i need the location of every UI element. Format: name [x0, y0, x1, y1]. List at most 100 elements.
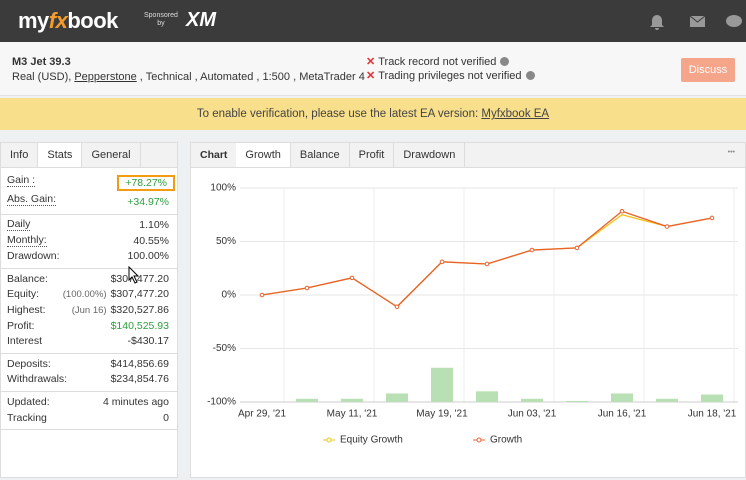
point	[619, 208, 625, 214]
point	[709, 215, 715, 221]
stats-label: Daily	[7, 218, 31, 231]
stats-value: 100.00%	[127, 250, 169, 263]
stats-panel: Info Stats General Gain : +78.27% Abs. Gain: +…	[0, 142, 178, 478]
stats-value: +34.97%	[127, 196, 169, 208]
sponsor-text: Sponsored	[144, 12, 178, 19]
bell-icon[interactable]	[650, 15, 664, 30]
stats-row: Daily 1.10%	[7, 218, 169, 234]
warning-text: Trading privileges not verified	[378, 70, 522, 82]
stats-value: $140,525.93	[110, 319, 169, 332]
tab[interactable]: Drawdown	[394, 143, 466, 167]
x-tick-label: Jun 18, '21	[688, 409, 737, 420]
stats-value: $320,527.86	[110, 303, 169, 316]
bar	[566, 400, 588, 402]
legend-label: Growth	[490, 435, 522, 446]
stats-value: $307,477.20	[110, 272, 169, 285]
stats-note: (Jun 16)	[71, 304, 107, 316]
account-name: M3 Jet 39.3	[12, 56, 71, 68]
stats-value-wrap: 40.55%	[133, 234, 169, 250]
stats-label: Balance:	[7, 272, 48, 285]
account-bar: M3 Jet 39.3 Real (USD), Pepperstone , Te…	[0, 42, 746, 96]
stats-row: Interest -$430.17	[7, 334, 169, 350]
stats-row: Profit: $140,525.93	[7, 319, 169, 335]
tabs: Chart Growth Balance Profit Drawdown •••	[191, 143, 745, 168]
stats-value: +78.27%	[117, 175, 175, 191]
point	[349, 275, 355, 281]
stats-label: Drawdown:	[7, 250, 60, 263]
stats-row: Withdrawals: $234,854.76	[7, 372, 169, 388]
banner: To enable verification, please use the l…	[0, 98, 746, 130]
bar	[341, 398, 363, 402]
y-tick-label: 100%	[210, 183, 236, 194]
stats-label: Tracking	[7, 411, 47, 424]
broker-link[interactable]: Pepperstone	[74, 71, 137, 83]
tab[interactable]: Stats	[38, 143, 83, 167]
stats-value: $234,854.76	[110, 373, 169, 386]
point	[439, 259, 445, 265]
y-tick-label: 0%	[222, 290, 237, 301]
chat-icon[interactable]	[726, 15, 742, 27]
sponsor: Sponsored by	[144, 12, 178, 28]
stats-value-wrap: (Jun 16) $320,527.86	[72, 303, 169, 319]
point	[259, 292, 265, 298]
stats-value-wrap: -$430.17	[128, 334, 169, 350]
stats-label: Highest:	[7, 303, 46, 316]
stats-value-wrap: $414,856.69	[111, 357, 169, 373]
banner-text: To enable verification, please use the l…	[196, 108, 482, 120]
discuss-button[interactable]: Discuss	[681, 58, 735, 82]
stats-row: Gain : +78.27%	[7, 174, 175, 193]
tab[interactable]: Info	[1, 143, 39, 167]
stats-value-wrap: (100.00%) $307,477.20	[63, 287, 169, 303]
tab[interactable]: Growth	[236, 143, 291, 167]
tab[interactable]: Balance	[291, 143, 350, 167]
stats-value: 0	[163, 411, 169, 424]
stats-row: Equity: (100.00%) $307,477.20	[7, 287, 169, 303]
stats-value-wrap: 1.10%	[139, 218, 169, 234]
stats-row: Deposits: $414,856.69	[7, 357, 169, 373]
legend-label: Equity Growth	[340, 435, 403, 446]
stats-label: Equity:	[7, 288, 40, 301]
stats-value-wrap: +78.27%	[117, 174, 175, 193]
bar	[476, 391, 498, 402]
legend-marker	[476, 437, 482, 443]
stats-row: Tracking 0	[7, 411, 169, 427]
y-tick-label: 50%	[216, 236, 236, 247]
stats-note: (100.00%)	[62, 289, 107, 301]
stats-group: Balance: $307,477.20 Equity: (100.00%) $307,…	[1, 269, 177, 354]
banner-link[interactable]: Myfxbook EA	[481, 108, 550, 120]
stats-value-wrap: 4 minutes ago	[103, 395, 169, 411]
y-tick-label: -50%	[213, 343, 236, 354]
stats-group: Gain : +78.27% Abs. Gain: +34.97%	[1, 168, 177, 215]
point	[304, 285, 310, 291]
logo[interactable]: myfxbook	[18, 8, 118, 34]
logo-part: my	[18, 8, 49, 33]
point	[574, 245, 580, 251]
stats-row: Drawdown: 100.00%	[7, 249, 169, 265]
stats-value: 1.10%	[139, 219, 169, 231]
detail: , Technical , Automated , 1:500 , MetaTr…	[136, 71, 365, 83]
x-tick-label: Jun 03, '21	[508, 409, 557, 420]
stats-label: Gain :	[7, 174, 36, 187]
header-icons	[650, 15, 742, 30]
stats-list: Gain : +78.27% Abs. Gain: +34.97% Daily 1.10%…	[1, 168, 177, 431]
stats-label: Withdrawals:	[7, 373, 68, 386]
logo-part: book	[67, 8, 118, 33]
chart: -100% -50% 0% 50% 100% Apr 29, '21 May 11, '21…	[207, 183, 738, 446]
tab[interactable]: General	[82, 143, 141, 167]
more-menu[interactable]: •••	[727, 149, 735, 156]
x-tick-label: Apr 29, '21	[238, 409, 286, 420]
stats-value-wrap: $307,477.20	[111, 272, 169, 288]
stats-value: $414,856.69	[110, 357, 169, 370]
stats-label: Profit:	[7, 319, 35, 332]
bar	[386, 393, 408, 402]
stats-value-wrap: 0	[163, 411, 169, 427]
stats-row: Highest: (Jun 16) $320,527.86	[7, 303, 169, 319]
logo-part: fx	[48, 8, 68, 33]
bar	[521, 398, 543, 402]
y-tick-label: -100%	[207, 397, 236, 408]
tab[interactable]: Profit	[350, 143, 395, 167]
bar	[611, 393, 633, 402]
sponsor-text: by	[157, 20, 165, 27]
tabs: Info Stats General	[1, 143, 177, 168]
